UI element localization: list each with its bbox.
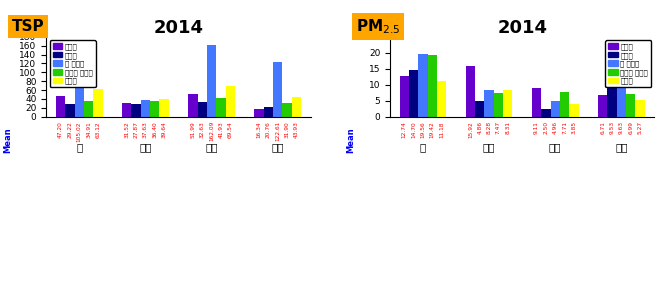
Bar [150, 100, 159, 117]
Bar [598, 95, 607, 117]
Text: 여름: 여름 [139, 142, 151, 152]
Bar [207, 45, 216, 117]
Bar [475, 101, 485, 117]
Title: 2014: 2014 [497, 19, 547, 37]
Text: 32.63: 32.63 [200, 121, 205, 138]
Text: 37.63: 37.63 [143, 121, 148, 138]
Text: 가을: 가을 [206, 142, 217, 152]
Text: 6.99: 6.99 [628, 121, 633, 134]
Bar [607, 86, 617, 117]
Bar [292, 97, 301, 117]
Text: 8.31: 8.31 [505, 121, 510, 134]
Bar [56, 96, 65, 117]
Text: 9.53: 9.53 [609, 121, 615, 134]
Bar [93, 89, 102, 117]
Bar [188, 94, 198, 117]
Bar [532, 87, 541, 117]
Text: 27.87: 27.87 [134, 121, 139, 138]
Bar [141, 100, 150, 117]
Text: 29.22: 29.22 [67, 121, 73, 138]
Text: 5.27: 5.27 [637, 121, 642, 134]
Bar [122, 103, 132, 117]
Bar [569, 104, 578, 117]
Bar [437, 81, 446, 117]
Text: 69.54: 69.54 [227, 121, 233, 138]
Text: 122.61: 122.61 [275, 121, 280, 141]
Bar [225, 86, 235, 117]
Bar [466, 66, 475, 117]
Bar [400, 76, 409, 117]
Bar [216, 98, 225, 117]
Bar [617, 86, 626, 117]
Bar [541, 109, 551, 117]
Bar [282, 103, 292, 117]
Text: 162.09: 162.09 [209, 121, 214, 142]
Bar [75, 70, 84, 117]
Bar [494, 93, 503, 117]
Bar [198, 102, 207, 117]
Text: 봄: 봄 [76, 142, 83, 152]
Text: 34.91: 34.91 [86, 121, 91, 138]
Text: 겨울: 겨울 [615, 142, 627, 152]
Text: 31.52: 31.52 [124, 121, 130, 138]
Text: 12.74: 12.74 [402, 121, 407, 138]
Bar [418, 54, 428, 117]
Text: 겨울: 겨울 [272, 142, 284, 152]
Text: 19.56: 19.56 [420, 121, 426, 138]
Text: 15.92: 15.92 [468, 121, 473, 138]
Text: 43.93: 43.93 [293, 121, 299, 138]
Bar [264, 107, 273, 117]
Bar [560, 92, 569, 117]
Text: 4.96: 4.96 [553, 121, 558, 134]
Text: 63.12: 63.12 [95, 121, 100, 138]
Bar [428, 55, 437, 117]
Legend: 측정소, 기준층, 실 허가외, 울산권 사무소, 다른층: 측정소, 기준층, 실 허가외, 울산권 사무소, 다른층 [605, 40, 651, 87]
Text: 20.76: 20.76 [266, 121, 271, 138]
Text: 31.90: 31.90 [284, 121, 290, 138]
Bar [409, 70, 418, 117]
Text: 7.71: 7.71 [562, 121, 567, 134]
Bar [132, 104, 141, 117]
Text: 4.86: 4.86 [477, 121, 483, 134]
Text: 2.50: 2.50 [543, 121, 549, 134]
Text: 9.11: 9.11 [534, 121, 539, 134]
Text: Mean: Mean [3, 128, 12, 154]
Text: 14.70: 14.70 [411, 121, 416, 138]
Text: TSP: TSP [12, 19, 44, 34]
Legend: 측정소, 기준층, 실 허가외, 울산권 사무소, 다른층: 측정소, 기준층, 실 허가외, 울산권 사무소, 다른층 [50, 40, 96, 87]
Text: 16.34: 16.34 [256, 121, 262, 138]
Bar [626, 94, 635, 117]
Bar [159, 99, 169, 117]
Bar [551, 101, 560, 117]
Bar [84, 101, 93, 117]
Text: 11.18: 11.18 [439, 121, 444, 138]
Text: 여름: 여름 [483, 142, 495, 152]
Text: 47.20: 47.20 [58, 121, 63, 138]
Text: 가을: 가을 [549, 142, 561, 152]
Bar [503, 90, 512, 117]
Text: 7.47: 7.47 [496, 121, 501, 134]
Bar [65, 104, 75, 117]
Text: 41.93: 41.93 [218, 121, 223, 138]
Text: 39.64: 39.64 [161, 121, 167, 138]
Text: 봄: 봄 [420, 142, 426, 152]
Text: 3.85: 3.85 [571, 121, 576, 134]
Text: 6.71: 6.71 [600, 121, 605, 134]
Text: 8.28: 8.28 [486, 121, 492, 134]
Text: 51.99: 51.99 [190, 121, 196, 138]
Bar [254, 109, 264, 117]
Bar [273, 62, 282, 117]
Text: 9.63: 9.63 [619, 121, 624, 134]
Bar [485, 90, 494, 117]
Bar [635, 100, 644, 117]
Text: 19.42: 19.42 [430, 121, 435, 138]
Text: 36.40: 36.40 [152, 121, 157, 138]
Text: PM$_{2.5}$: PM$_{2.5}$ [356, 17, 400, 36]
Title: 2014: 2014 [153, 19, 204, 37]
Text: Mean: Mean [346, 128, 356, 154]
Text: 105.02: 105.02 [77, 121, 82, 142]
